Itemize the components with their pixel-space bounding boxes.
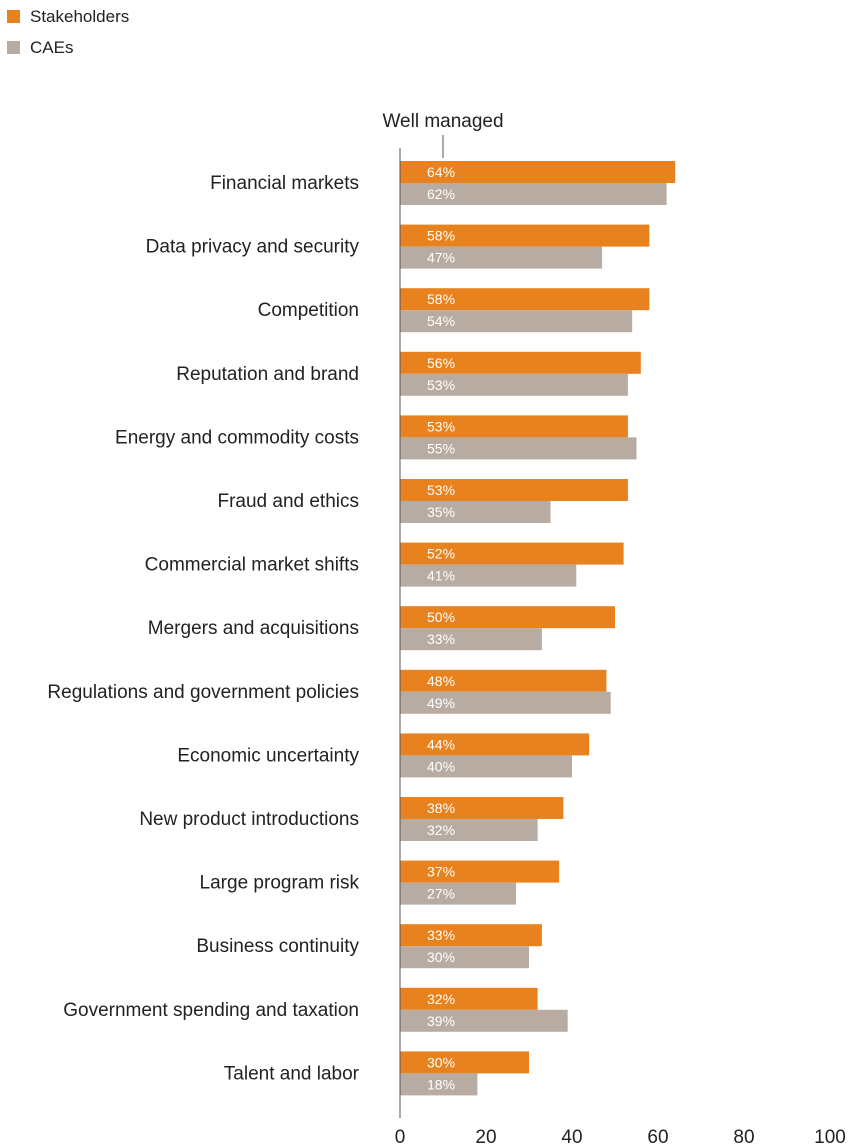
bar-stakeholders-reputation-and-brand bbox=[400, 351, 641, 374]
category-label-mergers-and-acquisitions: Mergers and acquisitions bbox=[148, 618, 359, 639]
category-label-regulations-and-government-policies: Regulations and government policies bbox=[47, 682, 359, 703]
bar-value-label-stakeholders-regulations-and-government-policies: 48% bbox=[427, 673, 455, 689]
bar-value-label-caes-government-spending-and-taxation: 39% bbox=[427, 1013, 455, 1029]
x-tick-label-20: 20 bbox=[475, 1127, 496, 1148]
bar-caes-mergers-and-acquisitions bbox=[400, 628, 542, 651]
bar-value-label-caes-large-program-risk: 27% bbox=[427, 886, 455, 902]
bar-stakeholders-fraud-and-ethics bbox=[400, 479, 628, 501]
x-tick-label-60: 60 bbox=[647, 1127, 668, 1148]
bar-value-label-stakeholders-energy-and-commodity-costs: 53% bbox=[427, 418, 455, 434]
bar-stakeholders-mergers-and-acquisitions bbox=[400, 606, 615, 629]
category-label-financial-markets: Financial markets bbox=[210, 173, 359, 194]
x-tick-label-100: 100 bbox=[814, 1127, 846, 1148]
bar-caes-energy-and-commodity-costs bbox=[400, 437, 637, 460]
bar-stakeholders-energy-and-commodity-costs bbox=[400, 415, 628, 438]
bar-value-label-stakeholders-talent-and-labor: 30% bbox=[427, 1054, 455, 1070]
bar-caes-fraud-and-ethics bbox=[400, 501, 551, 523]
x-tick-label-0: 0 bbox=[395, 1127, 406, 1148]
annotation-label: Well managed bbox=[382, 111, 503, 132]
bar-caes-data-privacy-and-security bbox=[400, 246, 603, 269]
bar-caes-commercial-market-shifts bbox=[400, 564, 577, 587]
category-labels: Financial markets Data privacy and securi… bbox=[47, 173, 359, 1084]
bar-stakeholders-economic-uncertainty bbox=[400, 733, 590, 756]
category-label-energy-and-commodity-costs: Energy and commodity costs bbox=[115, 427, 359, 448]
bar-caes-talent-and-labor bbox=[400, 1073, 478, 1096]
bar-value-label-stakeholders-fraud-and-ethics: 53% bbox=[427, 482, 455, 498]
bar-value-label-caes-fraud-and-ethics: 35% bbox=[427, 504, 455, 520]
bar-stakeholders-regulations-and-government-policies bbox=[400, 669, 607, 692]
bar-value-label-stakeholders-mergers-and-acquisitions: 50% bbox=[427, 609, 455, 625]
legend: Stakeholders CAEs bbox=[7, 7, 129, 57]
bar-value-label-caes-regulations-and-government-policies: 49% bbox=[427, 695, 455, 711]
legend-swatch-caes bbox=[7, 41, 20, 54]
bar-value-label-caes-mergers-and-acquisitions: 33% bbox=[427, 631, 455, 647]
bar-value-label-caes-data-privacy-and-security: 47% bbox=[427, 250, 455, 266]
bar-stakeholders-financial-markets bbox=[400, 161, 676, 183]
bar-value-label-stakeholders-data-privacy-and-security: 58% bbox=[427, 228, 455, 244]
bar-value-label-stakeholders-financial-markets: 64% bbox=[427, 164, 455, 180]
bar-stakeholders-new-product-introductions bbox=[400, 797, 564, 819]
category-label-new-product-introductions: New product introductions bbox=[139, 809, 359, 830]
bar-value-label-caes-commercial-market-shifts: 41% bbox=[427, 568, 455, 584]
category-label-large-program-risk: Large program risk bbox=[200, 873, 360, 894]
bar-value-label-stakeholders-government-spending-and-taxation: 32% bbox=[427, 991, 455, 1007]
bar-stakeholders-government-spending-and-taxation bbox=[400, 987, 538, 1010]
bar-stakeholders-talent-and-labor bbox=[400, 1051, 529, 1074]
bar-caes-government-spending-and-taxation bbox=[400, 1009, 568, 1032]
bar-caes-competition bbox=[400, 310, 633, 333]
category-label-fraud-and-ethics: Fraud and ethics bbox=[217, 491, 359, 512]
x-tick-label-80: 80 bbox=[733, 1127, 754, 1148]
bar-value-label-caes-talent-and-labor: 18% bbox=[427, 1076, 455, 1092]
bar-value-label-stakeholders-business-continuity: 33% bbox=[427, 927, 455, 943]
bar-value-label-caes-economic-uncertainty: 40% bbox=[427, 758, 455, 774]
bar-caes-financial-markets bbox=[400, 183, 667, 205]
legend-swatch-stakeholders bbox=[7, 10, 20, 23]
bar-value-label-stakeholders-competition: 58% bbox=[427, 291, 455, 307]
bars: 64% 62% 58% 47% 58% 54% 56% 53% 53% 55% 53% 35% 52% 4… bbox=[400, 161, 676, 1096]
category-label-government-spending-and-taxation: Government spending and taxation bbox=[63, 1000, 359, 1021]
legend-label-stakeholders: Stakeholders bbox=[30, 7, 129, 26]
bar-value-label-stakeholders-economic-uncertainty: 44% bbox=[427, 736, 455, 752]
bar-caes-reputation-and-brand bbox=[400, 373, 628, 396]
category-label-talent-and-labor: Talent and labor bbox=[224, 1063, 360, 1084]
category-label-economic-uncertainty: Economic uncertainty bbox=[177, 745, 359, 766]
bar-stakeholders-commercial-market-shifts bbox=[400, 542, 624, 565]
category-label-business-continuity: Business continuity bbox=[196, 936, 359, 957]
bar-stakeholders-data-privacy-and-security bbox=[400, 224, 650, 247]
well-managed-annotation: Well managed bbox=[382, 111, 504, 158]
bar-stakeholders-competition bbox=[400, 288, 650, 311]
bar-value-label-caes-reputation-and-brand: 53% bbox=[427, 377, 455, 393]
category-label-reputation-and-brand: Reputation and brand bbox=[176, 364, 359, 385]
bar-value-label-caes-business-continuity: 30% bbox=[427, 949, 455, 965]
bar-value-label-caes-new-product-introductions: 32% bbox=[427, 822, 455, 838]
bar-caes-business-continuity bbox=[400, 946, 529, 969]
bar-caes-regulations-and-government-policies bbox=[400, 691, 611, 714]
bar-caes-large-program-risk bbox=[400, 882, 517, 905]
category-label-commercial-market-shifts: Commercial market shifts bbox=[145, 555, 359, 576]
category-label-competition: Competition bbox=[258, 300, 359, 321]
bar-value-label-stakeholders-large-program-risk: 37% bbox=[427, 864, 455, 880]
bar-caes-new-product-introductions bbox=[400, 819, 538, 841]
x-tick-label-40: 40 bbox=[561, 1127, 582, 1148]
bar-value-label-stakeholders-reputation-and-brand: 56% bbox=[427, 355, 455, 371]
bar-value-label-stakeholders-new-product-introductions: 38% bbox=[427, 800, 455, 816]
bar-value-label-caes-financial-markets: 62% bbox=[427, 186, 455, 202]
x-axis-ticks: 0 20 40 60 80 100 bbox=[395, 1127, 846, 1148]
bar-stakeholders-business-continuity bbox=[400, 924, 542, 947]
bar-caes-economic-uncertainty bbox=[400, 755, 572, 778]
bar-stakeholders-large-program-risk bbox=[400, 860, 560, 883]
legend-label-caes: CAEs bbox=[30, 38, 73, 57]
bar-value-label-caes-energy-and-commodity-costs: 55% bbox=[427, 440, 455, 456]
category-label-data-privacy-and-security: Data privacy and security bbox=[146, 237, 360, 258]
bar-value-label-caes-competition: 54% bbox=[427, 313, 455, 329]
bar-value-label-stakeholders-commercial-market-shifts: 52% bbox=[427, 546, 455, 562]
